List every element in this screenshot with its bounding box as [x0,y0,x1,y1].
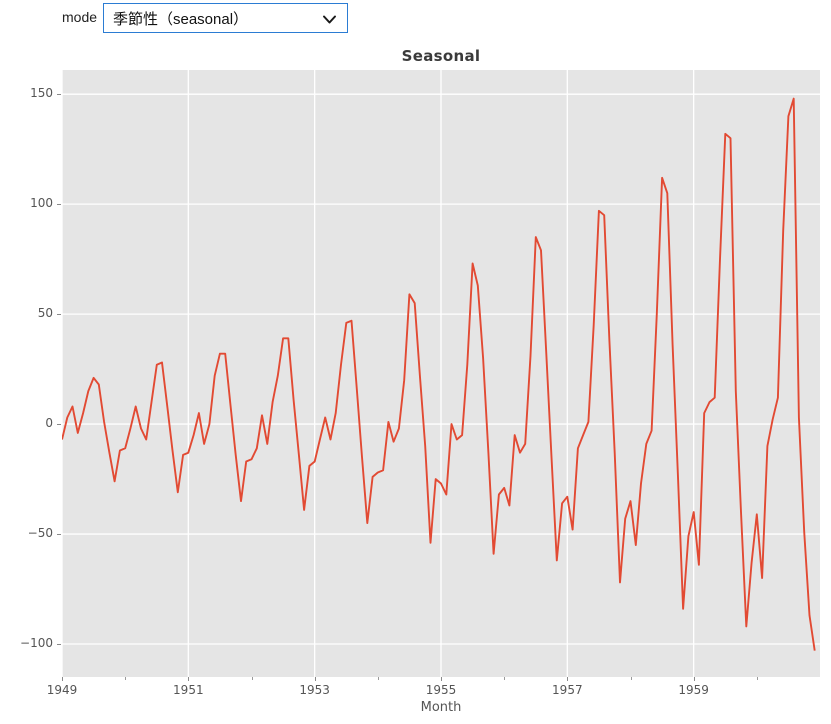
x-tick-label: 1951 [173,683,204,697]
chart-title: Seasonal [401,47,481,65]
seasonal-line-series [62,97,816,651]
x-tick-mark [441,677,442,681]
plot-area [62,70,820,677]
gridlines [62,70,820,677]
x-tick-label: 1949 [46,683,78,697]
toolbar: mode 季節性（seasonal） [0,0,831,40]
x-tick-mark [567,677,569,681]
y-tick-label: −50 [27,526,53,541]
chevron-down-icon [323,15,336,24]
mode-select[interactable]: 季節性（seasonal） [103,3,348,33]
x-minor-tick-mark [377,677,379,680]
x-tick-mark [314,677,316,681]
x-tick-mark [188,677,190,681]
x-minor-tick-mark [125,677,127,680]
x-minor-tick-mark [504,677,506,680]
plot-canvas [62,70,820,677]
y-tick-mark [57,424,61,426]
x-tick-label: 1959 [678,683,709,697]
mode-label: mode [62,9,98,25]
y-tick-mark [57,534,61,536]
x-tick-label: 1955 [425,683,457,697]
y-tick-mark [57,644,61,645]
x-minor-tick-mark [251,677,253,680]
chart-figure: Seasonal [0,42,831,724]
mode-select-value: 季節性（seasonal） [113,10,249,28]
y-tick-label: 100 [30,196,53,211]
y-tick-label: 0 [45,416,53,431]
x-tick-mark [62,677,63,681]
y-tick-label: −100 [20,636,53,650]
y-tick-mark [57,94,61,96]
y-tick-label: 150 [30,86,53,101]
x-tick-label: 1953 [299,683,330,697]
y-tick-mark [57,204,61,206]
x-tick-label: 1957 [552,683,583,697]
x-minor-tick-mark [756,677,758,680]
y-tick-mark [57,314,61,316]
x-axis-title: Month [420,700,462,715]
x-tick-mark [693,677,695,681]
y-tick-label: 50 [37,306,53,321]
x-minor-tick-mark [630,677,632,680]
